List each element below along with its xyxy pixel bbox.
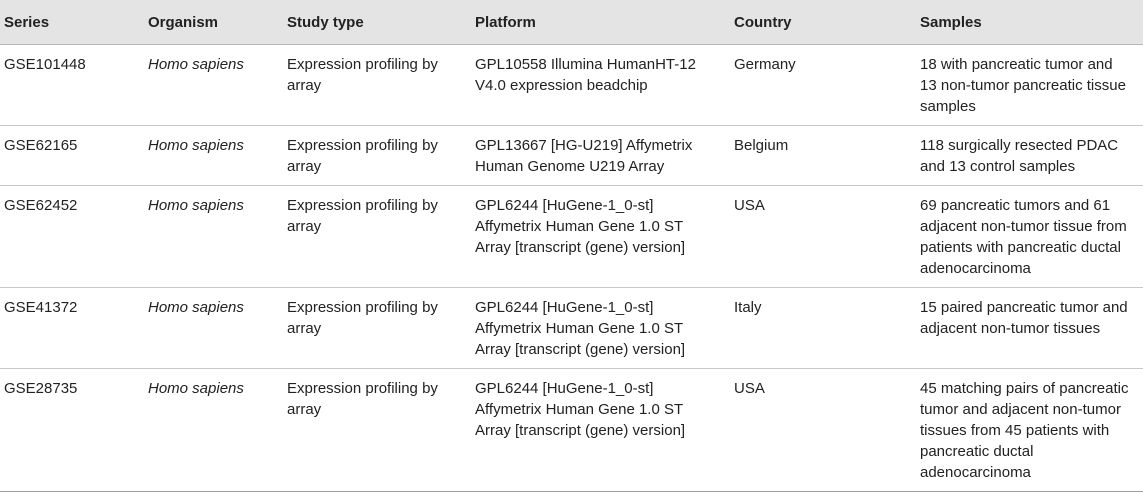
cell-study-type: Expression profiling by array <box>283 125 469 186</box>
table-body: GSE101448 Homo sapiens Expression profil… <box>0 44 1143 492</box>
cell-organism: Homo sapiens <box>144 185 283 288</box>
cell-samples: 118 surgically resected PDAC and 13 cont… <box>916 125 1143 186</box>
cell-platform: GPL6244 [HuGene-1_0-st] Affymetrix Human… <box>469 287 730 369</box>
cell-platform: GPL6244 [HuGene-1_0-st] Affymetrix Human… <box>469 368 730 492</box>
cell-platform: GPL10558 Illumina HumanHT-12 V4.0 expres… <box>469 44 730 126</box>
header-platform: Platform <box>469 0 730 45</box>
cell-series: GSE101448 <box>0 44 144 126</box>
cell-country: Belgium <box>730 125 916 186</box>
cell-series: GSE41372 <box>0 287 144 369</box>
header-row: Series Organism Study type Platform Coun… <box>0 0 1143 45</box>
cell-samples: 18 with pancreatic tumor and 13 non-tumo… <box>916 44 1143 126</box>
table-row: GSE28735 Homo sapiens Expression profili… <box>0 368 1143 492</box>
table-row: GSE62165 Homo sapiens Expression profili… <box>0 125 1143 186</box>
cell-study-type: Expression profiling by array <box>283 368 469 492</box>
table-row: GSE101448 Homo sapiens Expression profil… <box>0 44 1143 126</box>
cell-study-type: Expression profiling by array <box>283 287 469 369</box>
table-header: Series Organism Study type Platform Coun… <box>0 0 1143 45</box>
cell-organism: Homo sapiens <box>144 44 283 126</box>
header-series: Series <box>0 0 144 45</box>
cell-country: USA <box>730 368 916 492</box>
cell-country: Italy <box>730 287 916 369</box>
table-row: GSE41372 Homo sapiens Expression profili… <box>0 287 1143 369</box>
cell-platform: GPL6244 [HuGene-1_0-st] Affymetrix Human… <box>469 185 730 288</box>
table-row: GSE62452 Homo sapiens Expression profili… <box>0 185 1143 288</box>
cell-country: Germany <box>730 44 916 126</box>
cell-organism: Homo sapiens <box>144 125 283 186</box>
cell-organism: Homo sapiens <box>144 287 283 369</box>
header-study-type: Study type <box>283 0 469 45</box>
cell-organism: Homo sapiens <box>144 368 283 492</box>
header-organism: Organism <box>144 0 283 45</box>
cell-series: GSE62165 <box>0 125 144 186</box>
cell-series: GSE62452 <box>0 185 144 288</box>
cell-samples: 69 pancreatic tumors and 61 adjacent non… <box>916 185 1143 288</box>
header-country: Country <box>730 0 916 45</box>
cell-platform: GPL13667 [HG-U219] Affymetrix Human Geno… <box>469 125 730 186</box>
cell-samples: 45 matching pairs of pancreatic tumor an… <box>916 368 1143 492</box>
cell-study-type: Expression profiling by array <box>283 44 469 126</box>
header-samples: Samples <box>916 0 1143 45</box>
cell-series: GSE28735 <box>0 368 144 492</box>
cell-country: USA <box>730 185 916 288</box>
cell-samples: 15 paired pancreatic tumor and adjacent … <box>916 287 1143 369</box>
cell-study-type: Expression profiling by array <box>283 185 469 288</box>
